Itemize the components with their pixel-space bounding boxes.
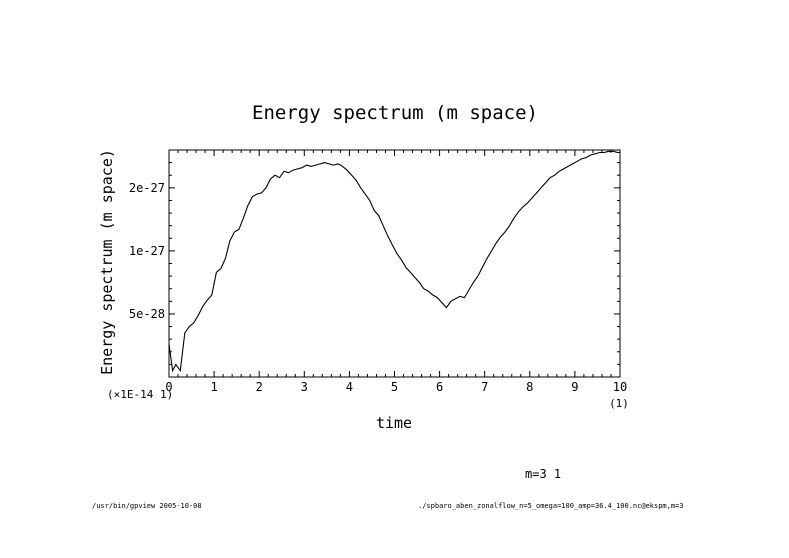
x-tick-label: 7 [481, 380, 488, 394]
footer-right: ./spbaro_aben_zonalflow_n=5_omega=100_am… [418, 502, 684, 510]
series-line [168, 150, 620, 373]
y-tick-label: 1e-27 [129, 244, 165, 258]
x-axis-ticks [168, 150, 621, 377]
y-axis-ticks [169, 149, 620, 378]
x-tick-label: 5 [391, 380, 398, 394]
x-tick-label: 0 [165, 380, 172, 394]
x-axis-label: time [376, 414, 412, 432]
x-tick-label: 6 [436, 380, 443, 394]
x-tick-label: 10 [613, 380, 627, 394]
y-axis-label: Energy spectrum (m space) [98, 149, 116, 375]
x-tick-label: 9 [571, 380, 578, 394]
footer-left: /usr/bin/gpview 2005-10-08 [92, 502, 202, 510]
y-axis-tick-labels: 5e-28 1e-27 2e-27 [129, 181, 165, 321]
x-tick-label: 4 [346, 380, 353, 394]
x-tick-label: 8 [526, 380, 533, 394]
plot-frame [168, 149, 621, 378]
chart-title: Energy spectrum (m space) [252, 102, 538, 124]
y-multiplier-label: (×1E-14 1) [107, 388, 173, 401]
x-axis-tick-labels: 0 1 2 3 4 5 6 7 8 9 10 [165, 380, 627, 394]
series-points [169, 151, 620, 370]
annotation-label: m=3 1 [525, 467, 561, 481]
y-tick-label: 2e-27 [129, 181, 165, 195]
x-tick-label: 1 [210, 380, 217, 394]
x-tick-label: 3 [301, 380, 308, 394]
y-tick-label: 5e-28 [129, 307, 165, 321]
x-tick-label: 2 [256, 380, 263, 394]
x-multiplier-label: (1) [609, 397, 629, 410]
